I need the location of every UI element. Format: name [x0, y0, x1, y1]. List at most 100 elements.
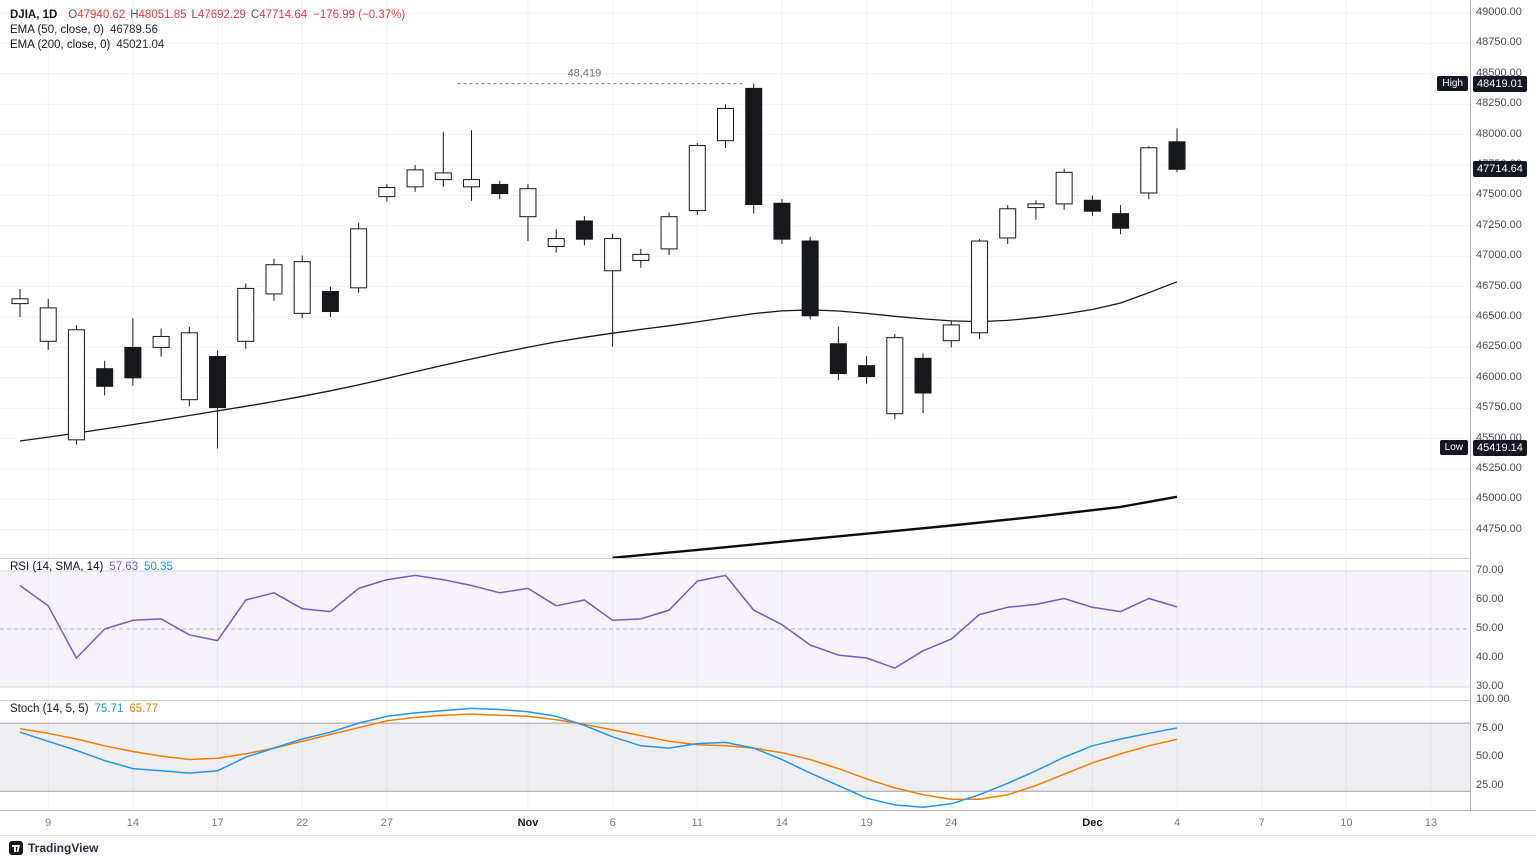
ema200-line[interactable]	[612, 495, 1178, 559]
symbol-ohlc-row[interactable]: DJIA, 1D O47940.62 H48051.85 L47692.29 C4771…	[10, 8, 405, 23]
candle[interactable]	[914, 357, 932, 394]
candle[interactable]	[237, 287, 255, 342]
candle[interactable]	[96, 368, 114, 387]
candle[interactable]	[632, 253, 650, 261]
price-axis-label: 45000.00	[1476, 492, 1522, 505]
candle[interactable]	[209, 356, 227, 409]
candle[interactable]	[858, 365, 876, 378]
candle[interactable]	[801, 240, 819, 317]
candle[interactable]	[434, 172, 452, 181]
candle[interactable]	[67, 329, 85, 441]
pane-separator-rsi[interactable]	[0, 558, 1536, 559]
price-axis-label: 46250.00	[1476, 340, 1522, 353]
high-value: 48051.85	[138, 9, 187, 21]
time-axis-label: 4	[1173, 817, 1181, 829]
candle[interactable]	[463, 179, 481, 188]
candle[interactable]	[265, 264, 283, 295]
price-axis-label: 44750.00	[1476, 522, 1522, 535]
close-value: 47714.64	[259, 9, 308, 21]
open-key: O	[68, 9, 78, 21]
tradingview-logo-text[interactable]: TradingView	[28, 841, 99, 855]
candle[interactable]	[293, 261, 311, 314]
time-axis-label: 22	[296, 817, 309, 829]
price-axis-label: 70.00	[1476, 564, 1504, 576]
stoch-d-value: 65.77	[129, 703, 159, 715]
rsi-legend[interactable]: RSI (14, SMA, 14) 57.63 50.35	[10, 561, 173, 573]
stoch-d-line[interactable]	[19, 713, 1178, 800]
time-axis-label: 10	[1340, 817, 1353, 829]
price-axis-label: 47000.00	[1476, 249, 1522, 262]
price-axis-label: 47250.00	[1476, 218, 1522, 231]
candle[interactable]	[1168, 141, 1186, 170]
candle[interactable]	[124, 346, 142, 379]
stoch-legend[interactable]: Stoch (14, 5, 5) 75.71 65.77	[10, 703, 158, 715]
candle[interactable]	[378, 186, 396, 198]
candle[interactable]	[1140, 147, 1158, 194]
candle[interactable]	[829, 343, 847, 375]
price-axis-label: 60.00	[1476, 593, 1504, 605]
open-value: 47940.62	[77, 9, 126, 21]
candle[interactable]	[942, 324, 960, 342]
ema50-legend-row[interactable]: EMA (50, close, 0) 46789.56	[10, 23, 405, 38]
candle[interactable]	[886, 337, 904, 415]
price-axis[interactable]: 48419.01 47714.64 45419.14 49000.00 48750…	[1470, 0, 1536, 835]
chart-canvas[interactable]: 48,419	[0, 0, 1470, 810]
price-axis-label: 49000.00	[1476, 6, 1522, 18]
candle[interactable]	[970, 240, 988, 334]
candle[interactable]	[717, 107, 734, 142]
candle[interactable]	[1027, 203, 1045, 209]
time-axis-label: Nov	[517, 817, 539, 829]
pane-separator-stoch[interactable]	[0, 700, 1536, 701]
candle[interactable]	[1055, 171, 1073, 205]
symbol-title[interactable]: DJIA, 1D	[10, 9, 58, 21]
time-axis-label: 6	[609, 817, 616, 829]
candle[interactable]	[180, 332, 198, 401]
high-price-axis-badge: 48419.01	[1473, 75, 1527, 92]
candle[interactable]	[11, 298, 29, 305]
candle[interactable]	[745, 87, 763, 206]
candle[interactable]	[321, 290, 339, 313]
time-axis-label: 9	[45, 817, 52, 829]
ema50-value: 46789.56	[109, 24, 158, 36]
candle[interactable]	[491, 183, 509, 195]
rsi-ma-value: 50.35	[144, 561, 173, 573]
candle[interactable]	[999, 208, 1017, 239]
ema200-label: EMA (200, close, 0)	[10, 39, 111, 51]
candle[interactable]	[1083, 199, 1101, 212]
candle[interactable]	[604, 238, 622, 272]
candle[interactable]	[688, 145, 706, 212]
time-axis-label: 17	[211, 817, 224, 829]
candle[interactable]	[547, 238, 565, 247]
price-axis-label: 45750.00	[1476, 401, 1522, 414]
price-axis-label: 100.00	[1476, 693, 1510, 706]
candle[interactable]	[660, 216, 678, 250]
candle[interactable]	[519, 188, 537, 218]
time-axis[interactable]: 9 14 17 22 27 Nov 6 11 14 19 24 Dec 4 7 10 13	[0, 810, 1536, 836]
low-key: L	[191, 9, 198, 21]
high-key: H	[130, 9, 139, 21]
tradingview-logo-icon[interactable]	[9, 841, 23, 855]
last-price-axis-badge: 47714.64	[1473, 161, 1527, 178]
candle[interactable]	[773, 202, 791, 240]
rsi-label: RSI (14, SMA, 14)	[10, 561, 104, 573]
candle[interactable]	[406, 169, 424, 188]
candle[interactable]	[39, 307, 57, 342]
ema200-legend-row[interactable]: EMA (200, close, 0) 45021.04	[10, 38, 405, 53]
candle[interactable]	[1112, 213, 1130, 229]
ema200-value: 45021.04	[116, 39, 165, 51]
bottom-toolbar: TradingView	[0, 835, 1536, 860]
high-level-label: 48,419	[568, 68, 602, 80]
price-axis-label: 48750.00	[1476, 36, 1522, 49]
stoch-k-line[interactable]	[19, 707, 1178, 808]
change-value: −176.99 (−0.37%)	[313, 9, 406, 21]
rsi-line[interactable]	[19, 574, 1178, 669]
candle[interactable]	[350, 228, 368, 289]
candle[interactable]	[152, 335, 170, 348]
ema50-label: EMA (50, close, 0)	[10, 24, 104, 36]
price-axis-label: 25.00	[1476, 778, 1504, 791]
time-axis-label: Dec	[1082, 817, 1103, 829]
candle[interactable]	[575, 220, 593, 240]
time-axis-label: 14	[775, 817, 789, 829]
time-axis-label: 19	[860, 817, 873, 829]
